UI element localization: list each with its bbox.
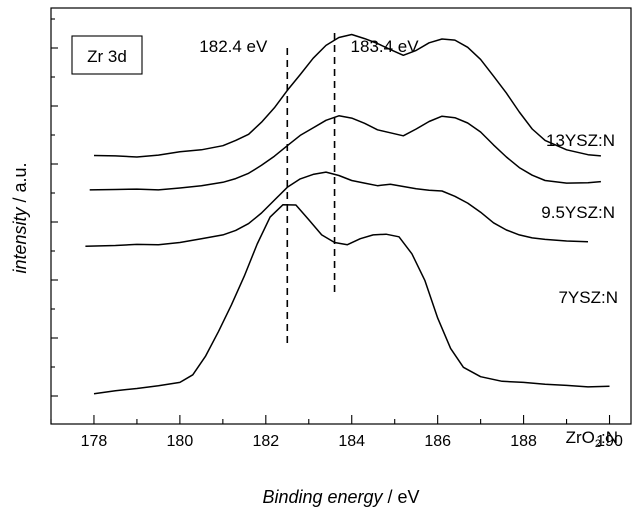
- marker-label: 182.4 eV: [199, 37, 268, 56]
- y-axis-label: intensity / a.u.: [10, 162, 30, 273]
- x-axis-label: Binding energy / eV: [262, 487, 419, 507]
- x-axis-ticks: 178 180 182 184 186 188 190: [50, 415, 623, 450]
- series-label: 9.5YSZ:N: [541, 203, 615, 222]
- series-line-2: [85, 171, 589, 248]
- x-tick-label: 178: [81, 433, 108, 450]
- series-label: ZrO2:N: [566, 428, 618, 450]
- x-tick-label: 182: [252, 433, 279, 450]
- plot-frame: [50, 7, 632, 425]
- series-line-0: [93, 33, 601, 158]
- series-lines: [85, 33, 610, 395]
- series-labels: 13YSZ:N 9.5YSZ:N 7YSZ:N ZrO2:N: [541, 131, 618, 450]
- series-label: 13YSZ:N: [546, 131, 615, 150]
- peak-markers: 182.4 eV 183.4 eV: [199, 33, 419, 347]
- series-label: 7YSZ:N: [558, 288, 618, 307]
- x-tick-label: 188: [510, 433, 537, 450]
- x-tick-label: 186: [424, 433, 451, 450]
- x-tick-label: 190: [596, 433, 623, 450]
- x-tick-label: 180: [167, 433, 194, 450]
- panel-label-box: Zr 3d: [71, 35, 143, 75]
- x-tick-label: 184: [338, 433, 365, 450]
- series-line-1: [89, 115, 601, 191]
- panel-label: Zr 3d: [87, 47, 127, 66]
- series-line-3: [93, 203, 610, 395]
- y-axis-ticks: [51, 18, 58, 397]
